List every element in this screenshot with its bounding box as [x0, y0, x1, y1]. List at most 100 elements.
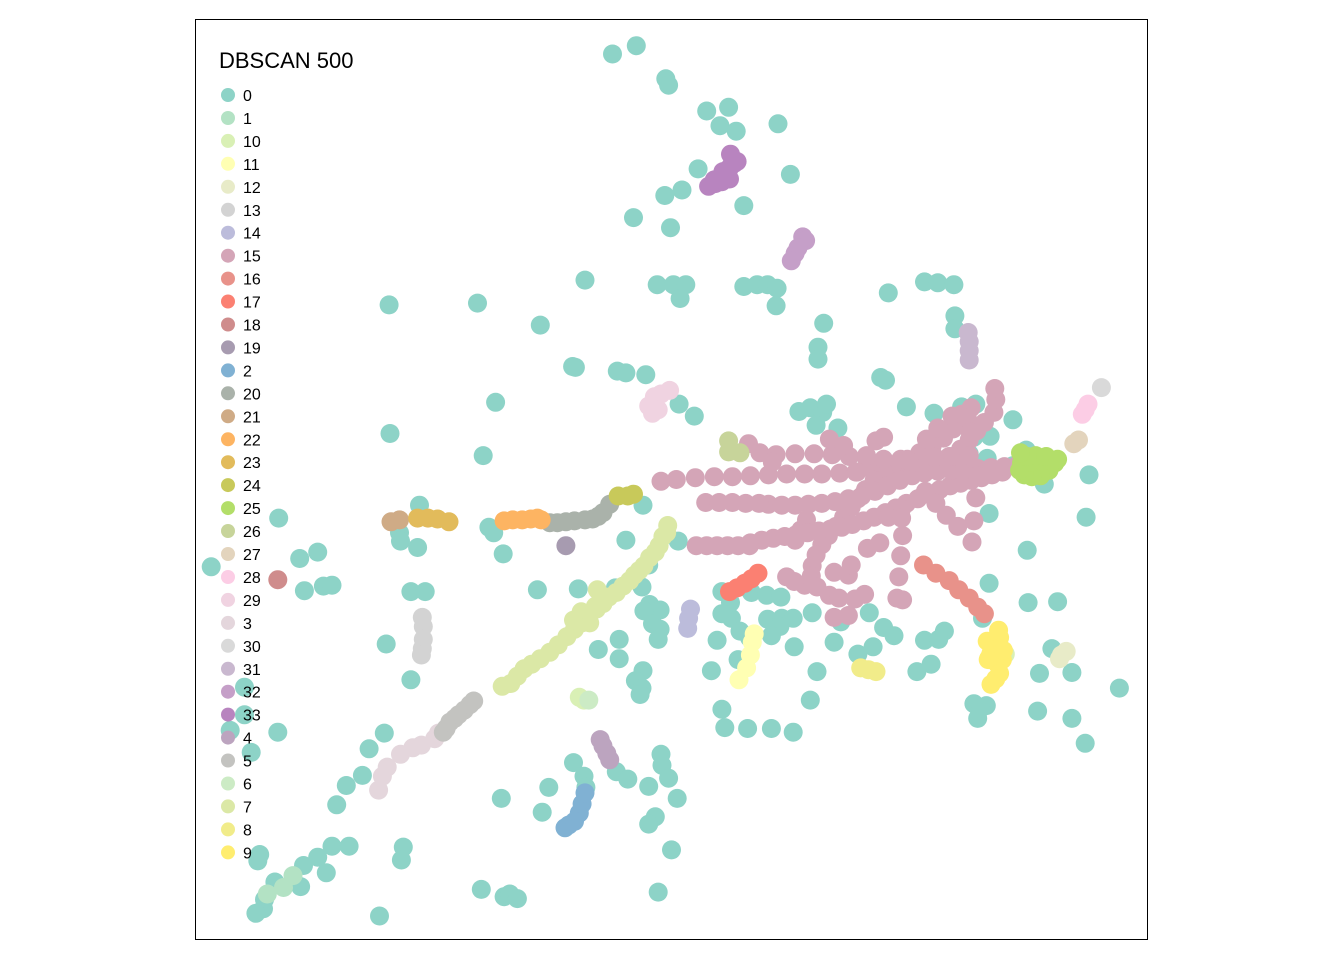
legend-key-3	[221, 615, 235, 630]
point-cluster-0	[316, 863, 336, 883]
legend-label-2: 2	[243, 363, 252, 380]
point-cluster-0	[651, 744, 671, 764]
legend-key-1	[221, 111, 235, 125]
cluster-19-points	[556, 536, 576, 556]
point-cluster-15	[892, 508, 912, 528]
point-cluster-0	[327, 795, 347, 815]
point-cluster-15	[948, 516, 968, 536]
point-cluster-0	[246, 903, 266, 923]
legend-key-33	[221, 707, 235, 722]
point-cluster-0	[609, 649, 629, 669]
point-cluster-0	[734, 196, 754, 216]
legend-label-22: 22	[243, 432, 261, 449]
legend-label-26: 26	[243, 524, 261, 541]
point-cluster-0	[944, 275, 964, 295]
point-cluster-0	[468, 293, 487, 313]
legend-key-14	[221, 225, 235, 240]
point-cluster-0	[639, 776, 659, 796]
point-cluster-0	[824, 632, 844, 652]
legend-key-25	[221, 501, 235, 516]
cluster-31-points	[958, 323, 979, 370]
legend-label-6: 6	[243, 777, 252, 794]
legend-key-4	[221, 730, 235, 745]
point-cluster-0	[701, 661, 721, 681]
legend-key-7	[221, 799, 235, 814]
point-cluster-0	[322, 836, 342, 856]
point-cluster-33	[721, 144, 740, 164]
legend-key-26	[221, 524, 235, 538]
cluster-4-points	[590, 730, 620, 770]
point-cluster-0	[268, 722, 288, 742]
point-cluster-0	[672, 180, 692, 200]
point-cluster-0	[235, 705, 254, 725]
legend-key-12	[221, 179, 235, 194]
point-cluster-15	[968, 466, 988, 486]
point-cluster-29	[660, 380, 680, 400]
point-cluster-0	[710, 116, 730, 136]
point-cluster-15	[847, 462, 867, 482]
point-cluster-0	[712, 604, 732, 624]
point-cluster-15	[870, 533, 890, 553]
point-cluster-0	[1003, 410, 1023, 430]
point-cluster-21	[390, 510, 409, 530]
point-cluster-0	[1048, 592, 1068, 612]
point-cluster-0	[568, 579, 588, 599]
point-cluster-0	[486, 392, 506, 412]
legend-key-27	[221, 547, 235, 561]
point-cluster-15	[704, 467, 724, 487]
point-cluster-5	[464, 691, 484, 711]
point-cluster-16	[974, 604, 994, 624]
cluster-1-points	[257, 866, 303, 904]
legend-key-8	[221, 822, 235, 837]
point-cluster-9	[993, 640, 1013, 660]
point-cluster-6	[579, 690, 599, 710]
point-cluster-15	[666, 470, 686, 489]
point-cluster-0	[408, 538, 428, 557]
point-cluster-15	[749, 493, 769, 513]
point-cluster-15	[925, 447, 945, 467]
point-cluster-0	[290, 549, 310, 568]
point-cluster-15	[812, 464, 832, 484]
legend-label-24: 24	[243, 478, 261, 495]
legend-key-2	[221, 363, 235, 378]
legend-key-11	[221, 156, 235, 171]
point-cluster-15	[841, 555, 861, 575]
legend-label-13: 13	[243, 203, 261, 220]
point-cluster-15	[772, 495, 792, 515]
point-cluster-0	[575, 270, 595, 290]
point-cluster-0	[401, 670, 421, 690]
point-cluster-0	[726, 121, 746, 141]
legend-key-32	[221, 684, 235, 699]
point-cluster-0	[374, 723, 394, 743]
point-cluster-0	[647, 275, 667, 295]
point-cluster-0	[688, 159, 708, 179]
point-cluster-0	[376, 634, 396, 654]
point-cluster-0	[339, 836, 359, 856]
legend-label-14: 14	[243, 226, 261, 243]
point-cluster-15	[819, 429, 839, 449]
point-cluster-15	[962, 532, 982, 552]
point-cluster-15	[824, 562, 844, 582]
point-cluster-0	[201, 557, 221, 577]
legend-key-22	[221, 432, 235, 447]
point-cluster-9	[989, 620, 1009, 640]
legend-label-1: 1	[243, 111, 252, 128]
point-cluster-15	[829, 588, 849, 608]
point-cluster-0	[924, 403, 944, 423]
legend-key-28	[221, 570, 235, 584]
point-cluster-0	[971, 698, 991, 718]
cluster-7-points	[492, 516, 678, 696]
point-cluster-0	[757, 585, 777, 605]
legend-label-17: 17	[243, 295, 261, 312]
point-cluster-0	[1030, 663, 1049, 683]
point-cluster-15	[830, 463, 850, 483]
legend-label-4: 4	[243, 731, 252, 748]
point-cluster-28	[1078, 394, 1098, 414]
point-cluster-0	[532, 802, 552, 822]
point-cluster-2	[575, 783, 595, 803]
legend-label-11: 11	[243, 157, 260, 174]
point-cluster-15	[874, 427, 894, 447]
point-cluster-0	[1017, 540, 1037, 560]
legend-key-31	[221, 661, 235, 676]
